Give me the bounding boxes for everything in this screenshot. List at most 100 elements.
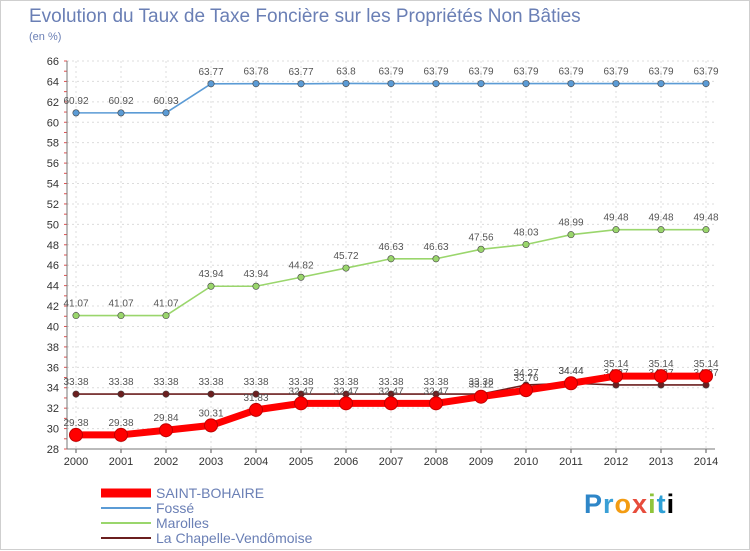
data-point bbox=[204, 418, 218, 433]
data-point bbox=[699, 369, 713, 384]
data-point bbox=[342, 264, 350, 272]
legend-label: Marolles bbox=[156, 515, 209, 531]
data-point bbox=[522, 80, 530, 88]
data-point bbox=[567, 231, 575, 239]
data-label: 47.56 bbox=[468, 232, 493, 243]
data-label: 31.83 bbox=[243, 393, 268, 404]
data-point bbox=[567, 80, 575, 88]
data-label: 60.92 bbox=[108, 96, 133, 107]
data-label: 35.14 bbox=[603, 359, 628, 370]
data-point bbox=[702, 226, 710, 234]
y-tick-label: 66 bbox=[47, 56, 59, 68]
y-tick-label: 36 bbox=[47, 362, 59, 374]
data-label: 33.38 bbox=[288, 377, 313, 388]
x-tick-label: 2010 bbox=[514, 456, 538, 468]
x-tick-label: 2013 bbox=[649, 456, 673, 468]
proxiti-logo: Proxiti bbox=[584, 489, 675, 520]
data-point bbox=[477, 80, 485, 88]
logo-letter: i bbox=[648, 489, 657, 519]
data-label: 32.47 bbox=[378, 386, 403, 397]
data-label: 43.94 bbox=[243, 269, 268, 280]
data-point bbox=[72, 390, 80, 398]
data-label: 45.72 bbox=[333, 251, 358, 262]
data-point bbox=[522, 240, 530, 248]
data-label: 29.84 bbox=[153, 413, 178, 424]
y-tick-label: 62 bbox=[47, 97, 59, 109]
data-label: 34.44 bbox=[558, 366, 583, 377]
data-point bbox=[387, 255, 395, 263]
data-point bbox=[69, 427, 83, 442]
data-point bbox=[657, 80, 665, 88]
y-tick-label: 38 bbox=[47, 342, 59, 354]
data-label: 32.47 bbox=[288, 386, 313, 397]
data-label: 33.12 bbox=[468, 380, 493, 391]
data-point bbox=[249, 402, 263, 417]
data-label: 63.78 bbox=[243, 67, 268, 78]
data-label: 63.79 bbox=[378, 67, 403, 78]
data-label: 33.38 bbox=[423, 377, 448, 388]
x-tick-label: 2009 bbox=[469, 456, 493, 468]
data-label: 33.38 bbox=[153, 377, 178, 388]
data-label: 49.48 bbox=[603, 213, 628, 224]
data-label: 60.93 bbox=[153, 96, 178, 107]
data-label: 46.63 bbox=[423, 242, 448, 253]
y-tick-label: 50 bbox=[47, 219, 59, 231]
data-point bbox=[162, 312, 170, 320]
data-point bbox=[477, 245, 485, 253]
chart-title: Evolution du Taux de Taxe Foncière sur l… bbox=[29, 6, 581, 27]
data-label: 32.47 bbox=[423, 386, 448, 397]
y-tick-label: 48 bbox=[47, 240, 59, 252]
data-label: 43.94 bbox=[198, 269, 223, 280]
data-label: 33.38 bbox=[378, 377, 403, 388]
data-label: 49.48 bbox=[648, 213, 673, 224]
legend-label: SAINT-BOHAIRE bbox=[156, 485, 264, 501]
y-tick-label: 60 bbox=[47, 117, 59, 129]
data-point bbox=[72, 312, 80, 320]
logo-letter: t bbox=[656, 489, 667, 519]
data-label: 41.07 bbox=[108, 299, 133, 310]
data-label: 63.77 bbox=[198, 67, 223, 78]
data-label: 49.48 bbox=[693, 213, 718, 224]
y-tick-label: 46 bbox=[47, 260, 59, 272]
logo-letter: x bbox=[632, 489, 649, 519]
data-label: 34.44 bbox=[558, 366, 583, 377]
data-point bbox=[207, 80, 215, 88]
data-point bbox=[162, 109, 170, 117]
data-label: 33.38 bbox=[468, 377, 493, 388]
data-point bbox=[339, 396, 353, 411]
data-label: 63.79 bbox=[693, 67, 718, 78]
data-point bbox=[702, 80, 710, 88]
data-label: 41.07 bbox=[153, 299, 178, 310]
data-label: 33.38 bbox=[243, 377, 268, 388]
chart-unit-label: (en %) bbox=[29, 31, 62, 43]
data-label: 30.31 bbox=[198, 408, 223, 419]
data-label: 33.38 bbox=[63, 377, 88, 388]
data-point bbox=[429, 396, 443, 411]
data-label: 63.79 bbox=[558, 67, 583, 78]
data-label: 63.79 bbox=[513, 67, 538, 78]
data-point bbox=[612, 80, 620, 88]
y-tick-label: 32 bbox=[47, 403, 59, 415]
data-point bbox=[252, 80, 260, 88]
legend-label: La Chapelle-Vendômoise bbox=[156, 530, 313, 546]
data-point bbox=[384, 396, 398, 411]
data-point bbox=[207, 390, 215, 398]
data-point bbox=[297, 273, 305, 281]
data-label: 33.38 bbox=[108, 377, 133, 388]
y-tick-label: 58 bbox=[47, 138, 59, 150]
x-tick-label: 2003 bbox=[199, 456, 223, 468]
data-label: 29.38 bbox=[108, 418, 133, 429]
legend-label: Fossé bbox=[156, 500, 194, 516]
y-tick-label: 52 bbox=[47, 199, 59, 211]
data-label: 32.47 bbox=[333, 386, 358, 397]
x-tick-label: 2011 bbox=[559, 456, 583, 468]
data-point bbox=[294, 396, 308, 411]
y-tick-label: 40 bbox=[47, 321, 59, 333]
x-tick-label: 2002 bbox=[154, 456, 178, 468]
data-label: 41.07 bbox=[63, 299, 88, 310]
x-tick-label: 2005 bbox=[289, 456, 313, 468]
data-point bbox=[609, 369, 623, 384]
logo-letter: o bbox=[614, 489, 633, 519]
